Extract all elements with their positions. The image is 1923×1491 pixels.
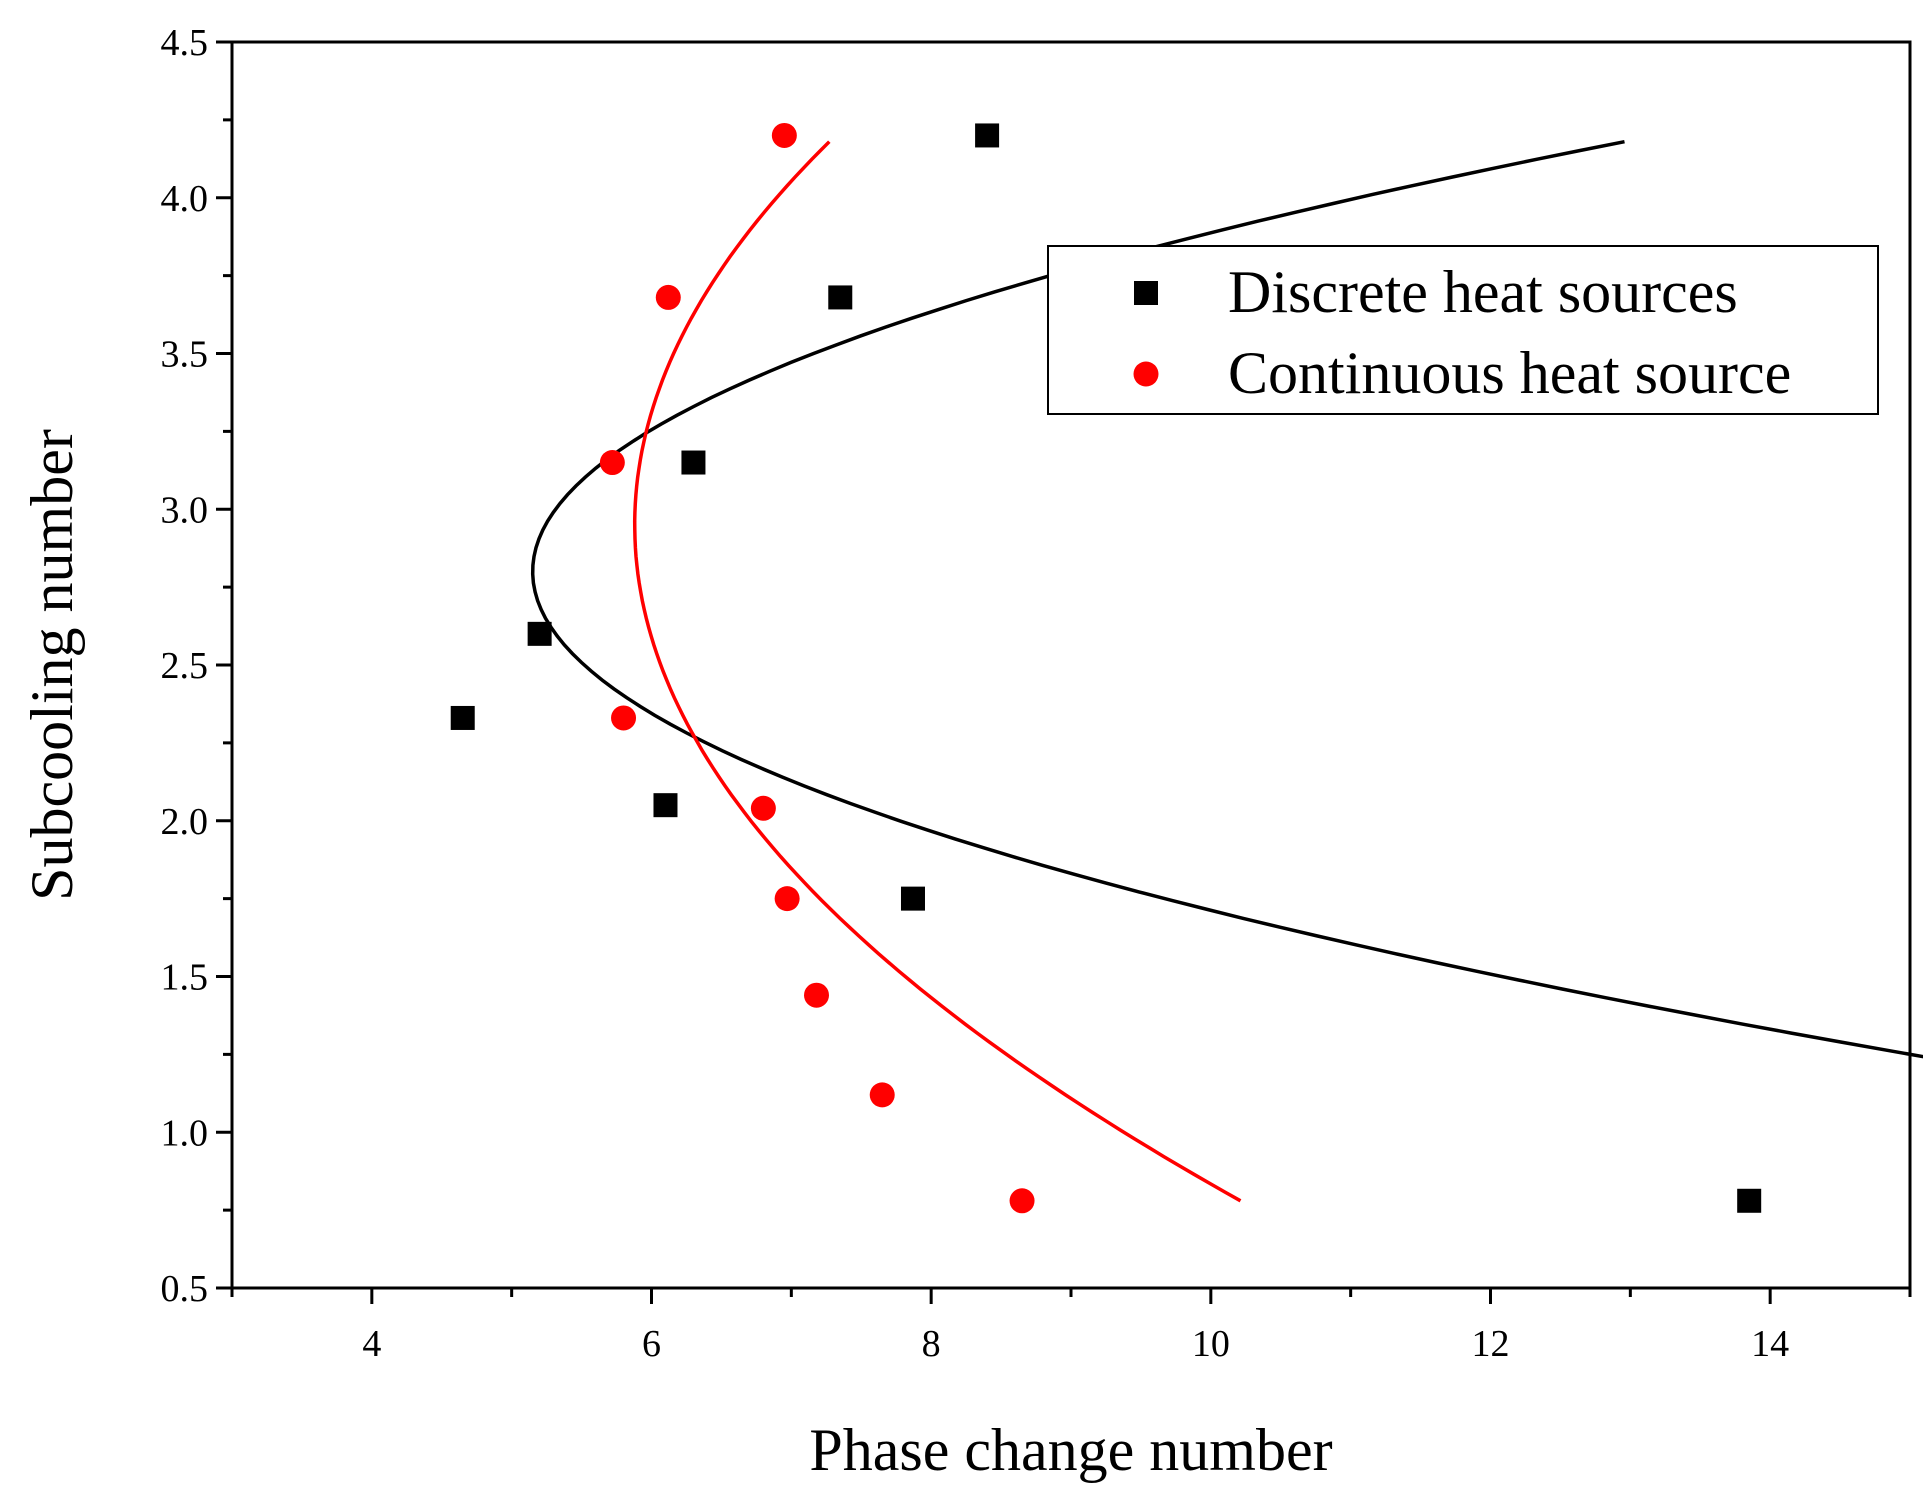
fit-lines xyxy=(530,139,1923,1203)
x-axis: 4 6 8 10 12 14 xyxy=(230,1288,1912,1365)
y-tick-label: 1.0 xyxy=(161,1112,209,1154)
data-point-continuous xyxy=(869,1082,895,1108)
y-tick-label: 3.5 xyxy=(161,334,209,376)
legend-label-discrete: Discrete heat sources xyxy=(1228,259,1738,325)
data-point-discrete xyxy=(653,793,678,818)
x-tick-label: 10 xyxy=(1192,1323,1230,1365)
data-point-discrete xyxy=(527,621,552,646)
legend-marker-continuous xyxy=(1133,361,1159,387)
x-axis-title: Phase change number xyxy=(809,1417,1332,1483)
data-markers xyxy=(450,122,1762,1214)
data-point-discrete xyxy=(828,285,853,310)
data-point-continuous xyxy=(655,284,681,310)
y-tick-label: 2.0 xyxy=(161,801,209,843)
data-point-continuous xyxy=(599,450,625,476)
y-tick-label: 0.5 xyxy=(161,1268,209,1310)
legend: Discrete heat sources Continuous heat so… xyxy=(1047,245,1879,415)
data-point-continuous xyxy=(774,886,800,912)
data-point-continuous xyxy=(1009,1188,1035,1214)
data-point-continuous xyxy=(611,705,637,731)
y-tick-label: 4.5 xyxy=(161,22,209,64)
plot-frame xyxy=(230,40,1912,1290)
fit-line-continuous xyxy=(632,140,1242,1203)
y-axis: 0.5 1.0 1.5 2.0 2.5 3.0 3.5 4.0 4.5 xyxy=(161,22,232,1310)
y-tick-label: 3.0 xyxy=(161,489,209,531)
data-point-discrete xyxy=(450,705,475,730)
legend-marker-discrete xyxy=(1134,281,1158,305)
plot-area xyxy=(230,40,1923,1290)
legend-box xyxy=(1047,245,1879,415)
y-axis-title: Subcooling number xyxy=(19,429,85,901)
x-tick-label: 8 xyxy=(922,1323,941,1365)
y-tick-label: 2.5 xyxy=(161,645,209,687)
x-tick-label: 12 xyxy=(1472,1323,1510,1365)
data-point-discrete xyxy=(900,886,925,911)
data-point-continuous xyxy=(771,122,797,148)
y-tick-label: 4.0 xyxy=(161,178,209,220)
fit-line-discrete xyxy=(530,139,1923,1059)
x-tick-label: 14 xyxy=(1751,1323,1789,1365)
data-point-continuous xyxy=(804,982,830,1008)
data-point-continuous xyxy=(750,795,776,821)
data-point-discrete xyxy=(975,123,1000,148)
x-tick-label: 4 xyxy=(362,1323,381,1365)
data-point-discrete xyxy=(681,450,706,475)
data-point-discrete xyxy=(1737,1188,1762,1213)
legend-label-continuous: Continuous heat source xyxy=(1228,340,1791,406)
x-tick-label: 6 xyxy=(642,1323,661,1365)
y-tick-label: 1.5 xyxy=(161,957,209,999)
